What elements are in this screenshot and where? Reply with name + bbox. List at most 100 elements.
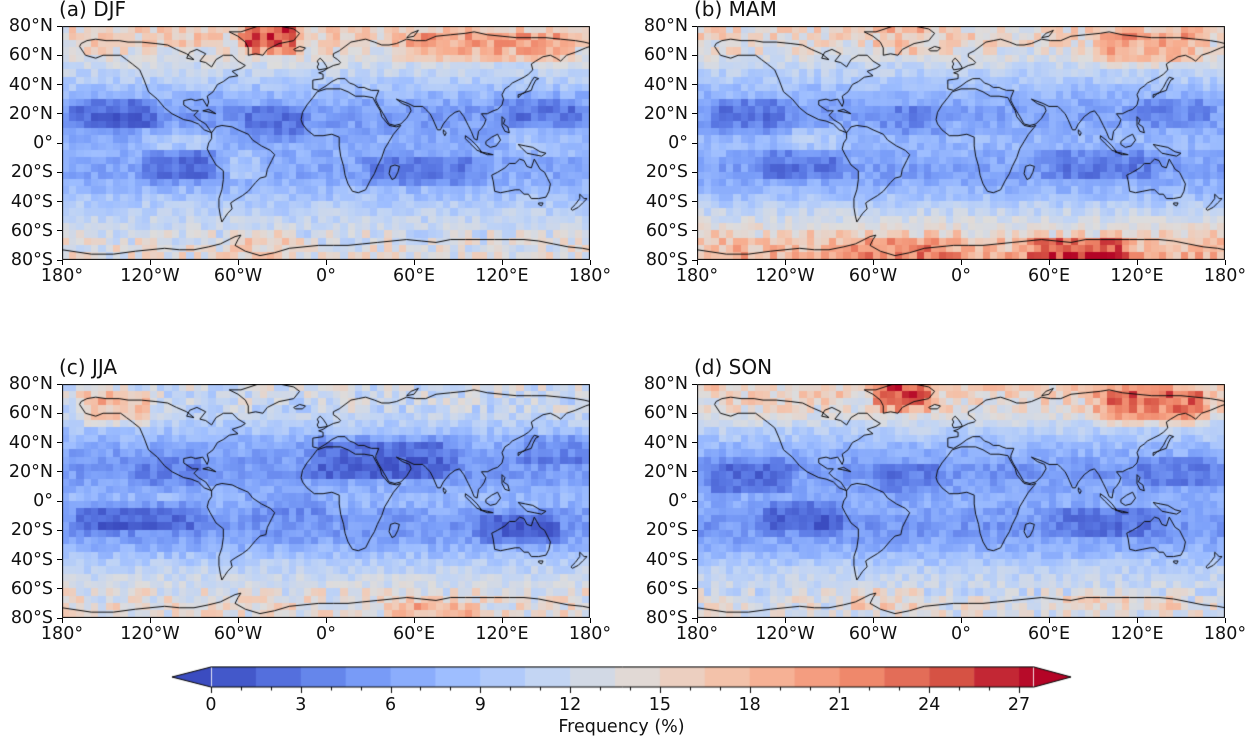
y-tickmark — [692, 588, 697, 590]
colorbar-tick-label: 12 — [558, 695, 582, 715]
x-tick-label: 60°E — [392, 266, 436, 286]
y-tickmark — [692, 201, 697, 202]
y-tickmark — [57, 471, 62, 473]
y-tick-label: 80°N — [8, 16, 53, 36]
y-tick-label: 40°S — [645, 549, 688, 570]
x-tick-label: 120°E — [1110, 266, 1164, 286]
panel-title-son: (d) SON — [694, 355, 773, 379]
x-tick-label: 60°E — [392, 624, 436, 644]
y-tickmark — [57, 383, 62, 385]
x-tick-label: 60°E — [1027, 266, 1071, 286]
x-tickmark — [1136, 260, 1138, 265]
x-tick-label: 180° — [675, 624, 719, 644]
y-tick-label: 60°S — [645, 220, 688, 241]
colorbar-tick-label: 21 — [828, 695, 851, 715]
colorbar-tick-label: 3 — [295, 695, 307, 715]
x-tickmark — [413, 260, 415, 265]
y-tick-label: 40°S — [645, 191, 688, 212]
x-tick-label: 120°W — [120, 266, 180, 286]
y-tickmark — [57, 588, 62, 590]
x-tickmark — [872, 260, 874, 265]
panel-title-mam: (b) MAM — [694, 0, 777, 21]
colorbar-tick-label: 0 — [205, 695, 217, 715]
colorbar-tick-label: 6 — [384, 695, 397, 715]
y-tickmark — [57, 559, 62, 560]
panel-djf: (a) DJF 80°N 60°N 40°N 20°N 0° 20°S 40°S 60°S 80… — [9, 0, 611, 286]
map-canvas-mam — [697, 26, 1225, 260]
y-tickmark — [57, 171, 62, 173]
x-tickmark — [1136, 618, 1138, 623]
x-tick-label: 0° — [951, 624, 971, 644]
y-tick-label: 40°N — [643, 74, 688, 95]
y-tick-label: 80°N — [643, 16, 688, 36]
y-tickmark — [692, 412, 697, 414]
y-tick-label: 20°S — [645, 520, 688, 541]
y-tickmark — [692, 171, 697, 173]
x-tick-label: 60°W — [848, 624, 898, 644]
x-tickmark — [589, 260, 591, 265]
x-tick-label: 180° — [675, 266, 719, 286]
x-tick-label: 60°W — [213, 266, 263, 286]
panel-mam: (b) MAM 80°N 60°N 40°N 20°N 0° 20°S 40°S 60°S 80… — [644, 0, 1246, 286]
x-tickmark — [237, 260, 239, 265]
y-tickmark — [692, 142, 697, 144]
y-tickmark — [57, 500, 62, 502]
y-tickmark — [57, 529, 62, 531]
x-tick-label: 120°E — [1110, 624, 1164, 644]
x-tickmark — [696, 618, 698, 623]
y-tick-label: 40°S — [10, 549, 53, 570]
x-tickmark — [1224, 618, 1226, 623]
y-tickmark — [57, 113, 62, 115]
y-tickmark — [57, 230, 62, 232]
y-tickmark — [692, 442, 697, 443]
colorbar-canvas — [171, 666, 1072, 694]
y-tick-label: 20°N — [8, 461, 53, 482]
y-tickmark — [692, 54, 697, 56]
y-tickmark — [692, 383, 697, 385]
y-tickmark — [57, 201, 62, 202]
x-tickmark — [149, 260, 151, 265]
x-tickmark — [61, 618, 63, 623]
y-tick-label: 0° — [668, 491, 688, 511]
y-tick-label: 60°S — [10, 578, 53, 599]
y-tick-label: 80°N — [8, 374, 53, 394]
x-tick-label: 60°E — [1027, 624, 1071, 644]
x-tickmark — [325, 260, 327, 265]
y-tick-label: 40°S — [10, 191, 53, 212]
panel-title-djf: (a) DJF — [59, 0, 127, 21]
y-tickmark — [692, 500, 697, 502]
y-tick-label: 60°N — [643, 403, 688, 424]
y-tick-label: 0° — [668, 133, 688, 153]
x-tickmark — [784, 260, 786, 265]
y-tick-label: 80°N — [643, 374, 688, 394]
y-tick-label: 20°S — [645, 162, 688, 183]
y-tick-label: 60°N — [8, 45, 53, 66]
y-tick-label: 60°N — [643, 45, 688, 66]
x-tickmark — [784, 618, 786, 623]
y-tick-label: 20°S — [10, 162, 53, 183]
x-tick-label: 180° — [568, 266, 612, 286]
x-tickmark — [696, 260, 698, 265]
map-canvas-djf — [62, 26, 590, 260]
x-tickmark — [1048, 618, 1050, 623]
y-tick-label: 20°N — [643, 103, 688, 124]
y-tickmark — [692, 529, 697, 531]
colorbar-tick-label: 9 — [474, 695, 486, 715]
x-tick-label: 120°W — [755, 624, 815, 644]
y-tickmark — [57, 259, 62, 261]
x-tickmark — [1048, 260, 1050, 265]
colorbar-label: Frequency (%) — [558, 717, 685, 737]
x-tick-label: 180° — [1203, 266, 1247, 286]
x-tick-label: 180° — [40, 624, 84, 644]
map-canvas-jja — [62, 384, 590, 618]
y-tickmark — [692, 559, 697, 560]
x-tickmark — [960, 260, 962, 265]
x-tickmark — [61, 260, 63, 265]
x-tickmark — [589, 618, 591, 623]
y-tickmark — [692, 617, 697, 619]
y-tickmark — [692, 259, 697, 261]
x-tickmark — [501, 260, 503, 265]
colorbar-tick-label: 27 — [1007, 695, 1031, 715]
x-tick-label: 180° — [1203, 624, 1247, 644]
